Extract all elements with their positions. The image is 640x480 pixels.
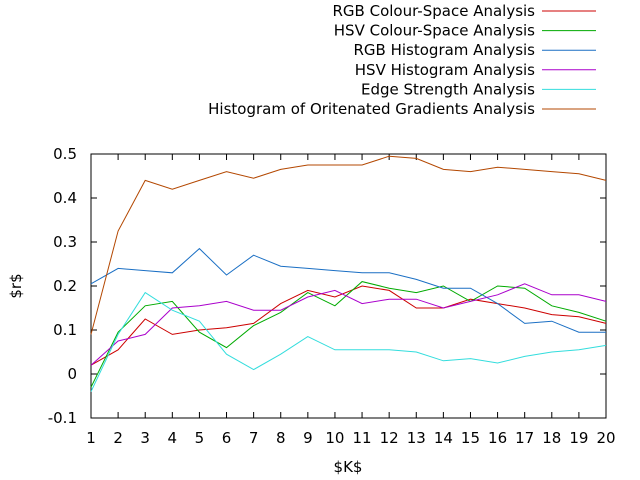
y-tick-label: 0.1: [53, 321, 77, 339]
series-line-6: [90, 155, 607, 335]
legend-label-2: HSV Colour-Space Analysis: [334, 22, 535, 40]
x-tick-label: 5: [195, 429, 205, 447]
x-tick-label: 4: [168, 429, 178, 447]
x-tick-label: 20: [596, 429, 615, 447]
y-tick-label: -0.1: [48, 409, 77, 427]
x-tick-label: 14: [434, 429, 453, 447]
legend-label-3: RGB Histogram Analysis: [354, 41, 536, 59]
x-tick-label: 13: [407, 429, 426, 447]
plot-frame: [90, 153, 607, 419]
legend: RGB Colour-Space Analysis HSV Colour-Spac…: [208, 2, 596, 118]
x-axis-label: $K$: [334, 458, 363, 476]
y-tick-label: 0.5: [53, 145, 77, 163]
x-tick-label: 8: [276, 429, 286, 447]
y-tick-label: 0.2: [53, 277, 77, 295]
series-line-3: [90, 247, 606, 333]
x-tick-label: 11: [353, 429, 372, 447]
x-tick-label: 15: [461, 429, 480, 447]
legend-label-6: Histogram of Oritenated Gradients Analys…: [208, 100, 535, 118]
x-tick-label: 10: [325, 429, 344, 447]
x-tick-label: 18: [542, 429, 561, 447]
x-tick-label: 6: [222, 429, 232, 447]
x-tick-label: 16: [488, 429, 507, 447]
x-tick-label: 9: [303, 429, 313, 447]
legend-label-5: Edge Strength Analysis: [361, 80, 535, 98]
x-tick-label: 1: [86, 429, 96, 447]
x-tick-label: 2: [113, 429, 123, 447]
y-tick-label: 0: [67, 365, 77, 383]
series-line-1: [90, 285, 607, 366]
x-tick-label: 7: [249, 429, 259, 447]
y-tick-label: 0.3: [53, 233, 77, 251]
x-tick-label: 12: [380, 429, 399, 447]
x-tick-label: 17: [515, 429, 534, 447]
x-tick-label: 19: [569, 429, 588, 447]
series-line-5: [90, 291, 607, 392]
plot-area: -0.100.10.20.30.40.51 2 3 4 5 6 7 8 9 10 11 12 13 14 1…: [48, 145, 616, 447]
legend-label-4: HSV Histogram Analysis: [355, 61, 535, 79]
legend-label-1: RGB Colour-Space Analysis: [332, 2, 535, 20]
series-line-4: [90, 283, 607, 366]
y-tick-label: 0.4: [53, 189, 77, 207]
y-axis-label: $r$: [7, 273, 25, 298]
series-line-2: [90, 281, 607, 388]
x-tick-label: 3: [140, 429, 150, 447]
